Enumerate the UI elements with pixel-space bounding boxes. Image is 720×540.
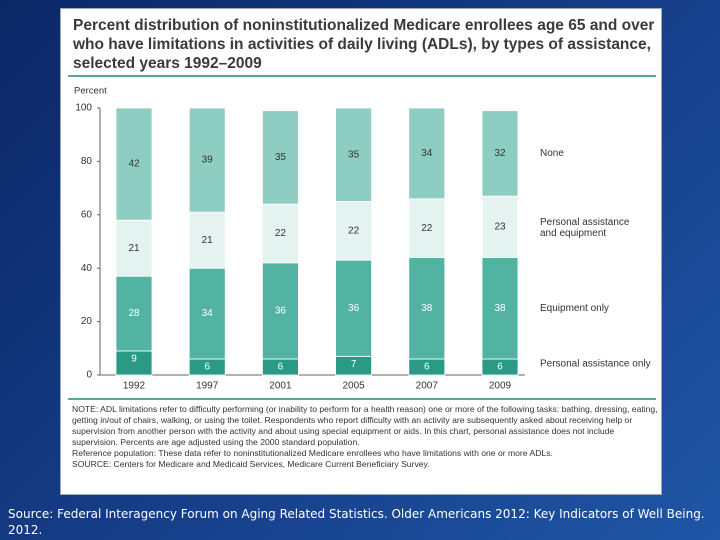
x-tick-label: 1997 [196, 381, 219, 392]
value-label: 38 [421, 303, 433, 314]
value-label: 6 [278, 362, 284, 373]
value-label: 7 [351, 359, 357, 370]
notes: NOTE: ADL limitations refer to difficult… [72, 404, 658, 470]
y-tick-label: 0 [86, 370, 92, 381]
value-label: 22 [421, 223, 433, 234]
title-rule [68, 75, 656, 77]
bar-segment [261, 203, 299, 264]
value-label: 35 [275, 152, 287, 163]
bar-segment [481, 257, 519, 360]
value-label: 22 [348, 225, 360, 236]
bar-segment [115, 275, 153, 352]
value-label: 6 [424, 362, 430, 373]
bar-segment [408, 107, 446, 200]
value-label: 34 [421, 148, 433, 159]
legend-label: Equipment only [540, 303, 609, 314]
bar-segment [408, 257, 446, 360]
value-label: 34 [202, 308, 214, 319]
bar-segment [481, 195, 519, 258]
note: NOTE: ADL limitations refer to difficult… [72, 404, 658, 447]
bar-segment [261, 262, 299, 360]
value-label: 23 [494, 221, 506, 232]
bar-segment [115, 107, 153, 221]
bar-segment [335, 259, 373, 357]
y-tick-label: 80 [81, 156, 93, 167]
legend-label: Personal assistance only [540, 359, 651, 370]
x-tick-label: 1992 [123, 381, 146, 392]
slide-caption: Source: Federal Interagency Forum on Agi… [8, 507, 705, 537]
x-tick-label: 2005 [342, 381, 365, 392]
notes-rule [68, 398, 656, 400]
value-label: 6 [204, 362, 210, 373]
value-label: 21 [128, 243, 140, 254]
value-label: 39 [202, 155, 214, 166]
value-label: 32 [494, 148, 506, 159]
value-label: 6 [497, 362, 503, 373]
value-label: 36 [275, 306, 287, 317]
x-tick-label: 2007 [416, 381, 439, 392]
y-tick-label: 40 [81, 263, 93, 274]
note: SOURCE: Centers for Medicare and Medicai… [72, 459, 430, 469]
bar-segment [261, 110, 299, 205]
value-label: 21 [202, 235, 214, 246]
bar-segment [188, 211, 226, 269]
bar-segment [335, 201, 373, 261]
legend-line: Personal assistance [540, 216, 630, 227]
x-tick-label: 2009 [489, 381, 512, 392]
value-label: 36 [348, 303, 360, 314]
value-label: 22 [275, 228, 287, 239]
y-tick-label: 100 [75, 103, 92, 114]
bar-segment [188, 267, 226, 360]
legend-label: Personal assistance and equipment [540, 216, 630, 238]
y-tick-label: 60 [81, 209, 93, 220]
value-label: 9 [131, 354, 137, 365]
y-tick-label: 20 [81, 316, 93, 327]
note: Reference population: These data refer t… [72, 448, 553, 458]
bar-segment [481, 110, 519, 197]
bar-segment [115, 219, 153, 277]
value-label: 28 [128, 308, 140, 319]
value-label: 35 [348, 149, 360, 160]
legend-line: and equipment [540, 227, 606, 238]
legend-label: None [540, 148, 564, 159]
bar-segment [335, 107, 373, 202]
bar-segment [408, 198, 446, 258]
x-tick-label: 2001 [269, 381, 292, 392]
value-label: 42 [128, 159, 140, 170]
chart-title: Percent distribution of noninstitutional… [73, 17, 655, 72]
value-label: 38 [494, 303, 506, 314]
y-axis-title: Percent [74, 86, 107, 97]
bar-segment [115, 350, 153, 376]
bar-segment [188, 107, 226, 213]
